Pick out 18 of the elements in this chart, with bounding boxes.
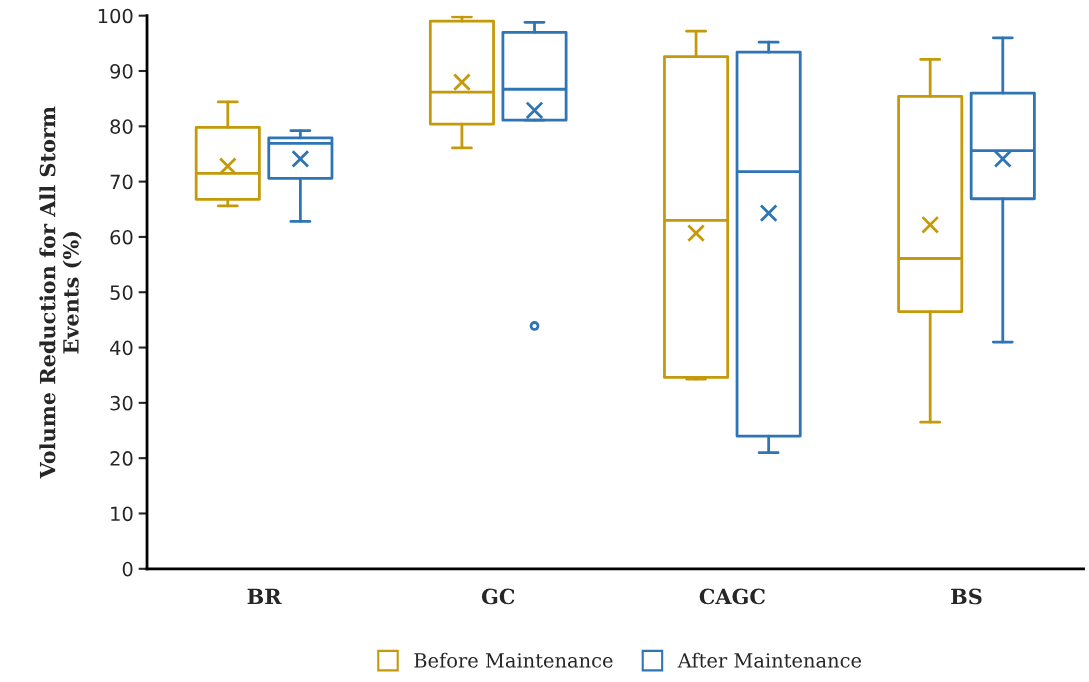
y-tick-label: 10 [111,506,133,522]
y-tick-label: 60 [110,229,133,245]
x-tick-label: GC [481,588,515,605]
y-tick-label: 90 [110,63,133,79]
y-tick-label: 40 [110,340,133,356]
y-tick-label: 70 [110,174,133,190]
y-tick-label: 0 [122,561,133,577]
y-axis-title: Volume Reduction for All Storm Events (%) [39,106,82,479]
legend-label: After Maintenance [677,652,862,668]
y-tick-label: 50 [110,285,133,300]
legend-label: Before Maintenance [414,652,613,668]
y-tick-label: 80 [110,119,133,134]
y-tick-label: 100 [98,8,133,24]
x-tick-label: CAGC [699,588,765,605]
y-tick-label: 30 [110,395,133,411]
x-tick-label: BS [951,588,982,605]
x-tick-label: BR [247,588,282,605]
y-tick-label: 20 [110,451,133,466]
